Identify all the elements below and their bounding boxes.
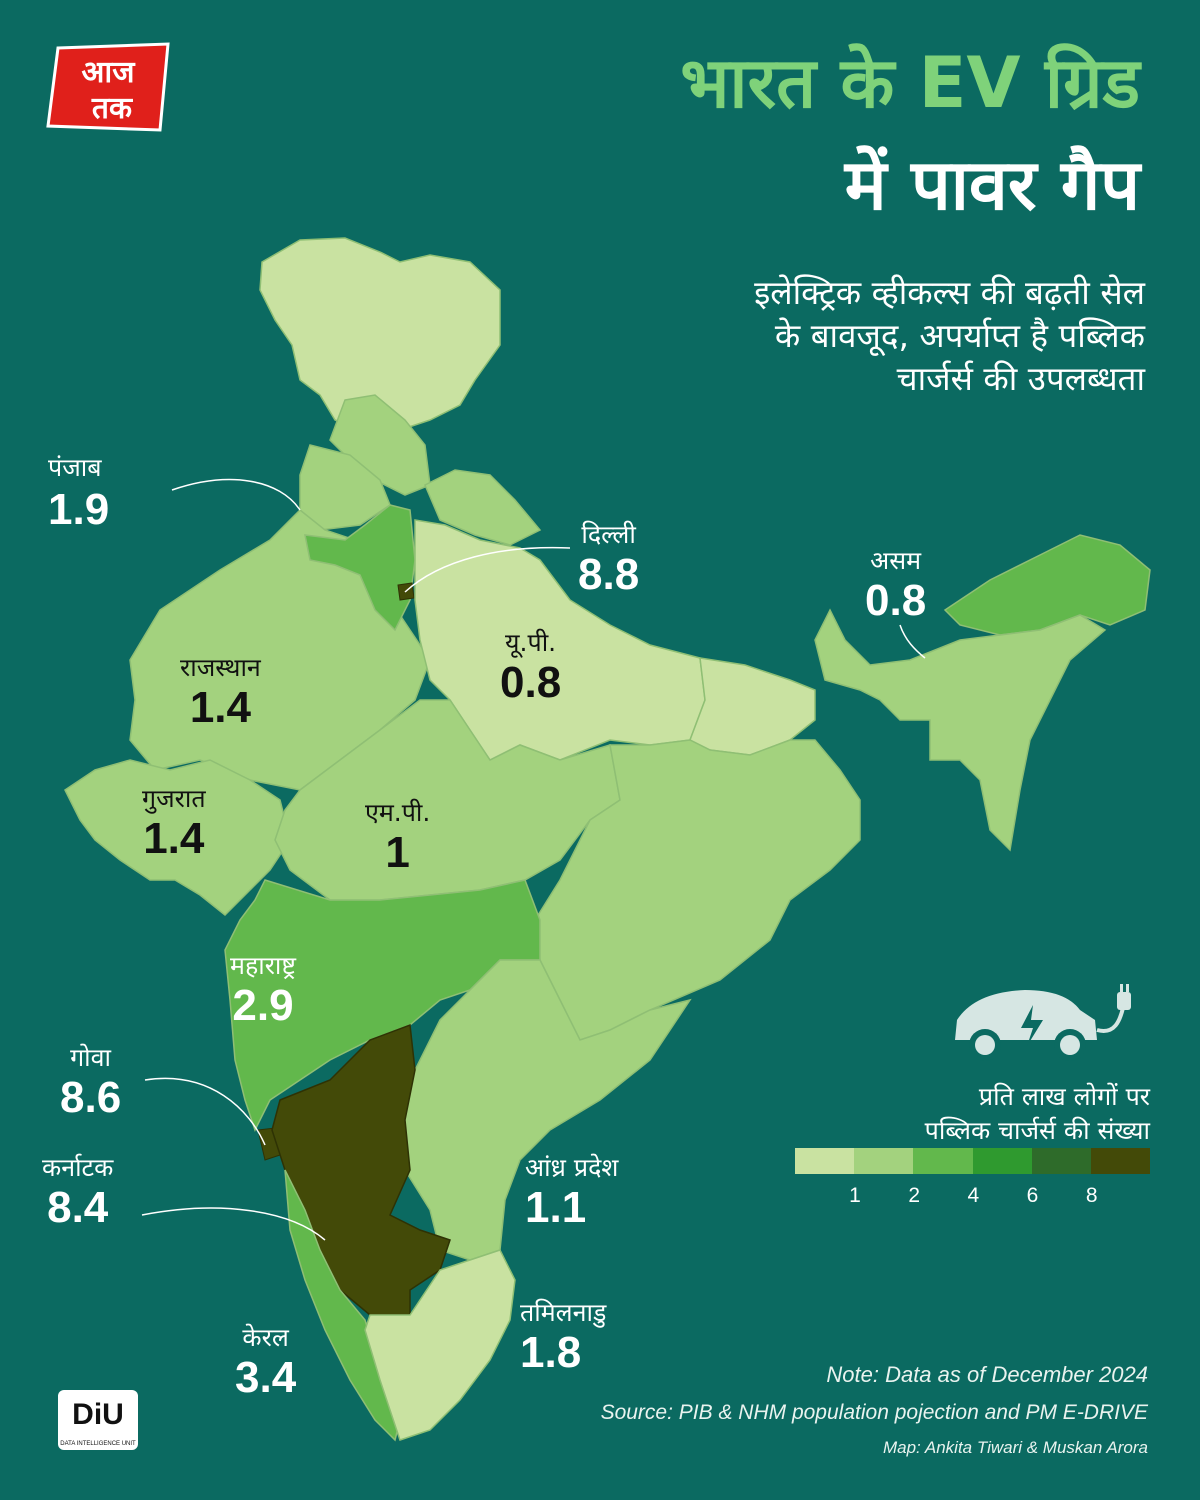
pointer-karnataka <box>141 1207 326 1241</box>
assam-name: असम <box>870 546 922 575</box>
label-gujarat: गुजरात 1.4 <box>142 786 206 861</box>
legend-title: प्रति लाख लोगों पर पब्लिक चार्जर्स की सं… <box>780 1080 1150 1148</box>
label-andhra: आंध्र प्रदेश 1.1 <box>525 1155 618 1230</box>
region-east-central <box>534 739 861 1041</box>
region-haryana <box>304 504 416 632</box>
rajasthan-value: 1.4 <box>189 683 251 732</box>
subtitle-line-1: इलेक्ट्रिक व्हीकल्स की बढ़ती सेल <box>754 273 1145 312</box>
region-assam <box>814 608 1107 852</box>
label-rajasthan: राजस्थान 1.4 <box>180 655 261 730</box>
legend-tick-8: 8 <box>1085 1184 1098 1207</box>
label-punjab: पंजाब 1.9 <box>48 455 109 532</box>
pointer-goa <box>144 1077 266 1146</box>
legend-swatch-2 <box>854 1148 914 1174</box>
region-tamilnadu <box>364 1249 516 1441</box>
andhra-value: 1.1 <box>525 1183 587 1232</box>
region-jk <box>259 237 501 433</box>
label-assam: असम 0.8 <box>865 548 926 623</box>
up-value: 0.8 <box>500 658 562 707</box>
footer-note: Note: Data as of December 2024 <box>826 1362 1148 1387</box>
legend-swatch-4 <box>972 1148 1032 1174</box>
pointer-assam <box>899 624 926 659</box>
legend-swatch-3 <box>913 1148 973 1174</box>
label-maharashtra: महाराष्ट्र 2.9 <box>230 953 296 1028</box>
region-punjab <box>299 444 391 531</box>
aaj-tak-logo: आज तक <box>40 38 175 138</box>
label-karnataka: कर्नाटक 8.4 <box>42 1155 113 1230</box>
region-himachal <box>329 394 431 496</box>
punjab-name: पंजाब <box>48 453 102 482</box>
legend-swatch-6 <box>1090 1148 1151 1174</box>
label-kerala: केरल 3.4 <box>235 1325 296 1400</box>
subtitle: इलेक्ट्रिक व्हीकल्स की बढ़ती सेल के बावज… <box>520 272 1145 401</box>
subtitle-line-2: के बावजूद, अपर्याप्त है पब्लिक <box>774 315 1145 355</box>
pointer-punjab <box>171 478 301 511</box>
tamilnadu-value: 1.8 <box>520 1328 582 1377</box>
region-arunachal <box>943 534 1151 636</box>
mp-name: एम.पी. <box>365 798 431 827</box>
ev-car-icon <box>955 984 1131 1061</box>
karnataka-value: 8.4 <box>47 1183 109 1232</box>
gujarat-name: गुजरात <box>142 784 206 813</box>
region-gujarat <box>64 759 291 917</box>
title-line-2: में पावर गैप <box>844 144 1140 226</box>
tamilnadu-name: तमिलनाडु <box>520 1298 607 1327</box>
label-tamilnadu: तमिलनाडु 1.8 <box>520 1300 606 1375</box>
karnataka-name: कर्नाटक <box>42 1153 114 1182</box>
legend-title-line-2: पब्लिक चार्जर्स की संख्या <box>924 1115 1150 1145</box>
goa-name: गोवा <box>70 1043 112 1072</box>
label-up: यू.पी. 0.8 <box>500 630 561 705</box>
footer-credit: Map: Ankita Tiwari & Muskan Arora <box>882 1438 1148 1457</box>
label-delhi: दिल्ली 8.8 <box>578 522 639 597</box>
footer-source: Source: PIB & NHM population pojection a… <box>600 1401 1148 1424</box>
assam-value: 0.8 <box>865 576 927 625</box>
region-andhra <box>399 959 692 1261</box>
delhi-value: 8.8 <box>578 550 640 599</box>
legend-tick-1: 1 <box>849 1184 861 1207</box>
title-line-1: भारत के EV ग्रिड <box>680 42 1140 124</box>
up-name: यू.पी. <box>505 628 557 657</box>
kerala-name: केरल <box>242 1323 289 1352</box>
maharashtra-value: 2.9 <box>232 981 294 1030</box>
delhi-name: दिल्ली <box>581 520 636 549</box>
goa-value: 8.6 <box>60 1073 122 1122</box>
andhra-name: आंध्र प्रदेश <box>525 1153 619 1182</box>
maharashtra-name: महाराष्ट्र <box>230 951 297 980</box>
legend-tick-2: 2 <box>908 1184 921 1207</box>
diu-logo-caption: DATA INTELLIGENCE UNIT <box>60 1441 136 1447</box>
legend-swatch-1 <box>795 1148 855 1174</box>
pointer-delhi <box>404 546 571 593</box>
kerala-value: 3.4 <box>235 1353 297 1402</box>
legend-swatch-5 <box>1031 1148 1091 1174</box>
subtitle-line-3: चार्जर्स की उपलब्धता <box>896 358 1145 398</box>
label-goa: गोवा 8.6 <box>60 1045 121 1120</box>
punjab-value: 1.9 <box>48 485 110 534</box>
label-mp: एम.पी. 1 <box>365 800 430 875</box>
svg-text:आज: आज <box>82 55 137 90</box>
mp-value: 1 <box>385 828 410 877</box>
region-uttarakhand <box>424 469 542 546</box>
rajasthan-name: राजस्थान <box>180 653 261 682</box>
diu-logo-text: DiU <box>72 1398 124 1431</box>
legend-tick-4: 4 <box>967 1184 980 1207</box>
diu-logo: DiU DATA INTELLIGENCE UNIT <box>58 1390 138 1450</box>
legend-title-line-1: प्रति लाख लोगों पर <box>978 1082 1150 1111</box>
legend-color-scale <box>795 1148 1151 1174</box>
svg-text:तक: तक <box>91 91 133 126</box>
legend-tick-6: 6 <box>1026 1184 1039 1207</box>
gujarat-value: 1.4 <box>143 814 205 863</box>
